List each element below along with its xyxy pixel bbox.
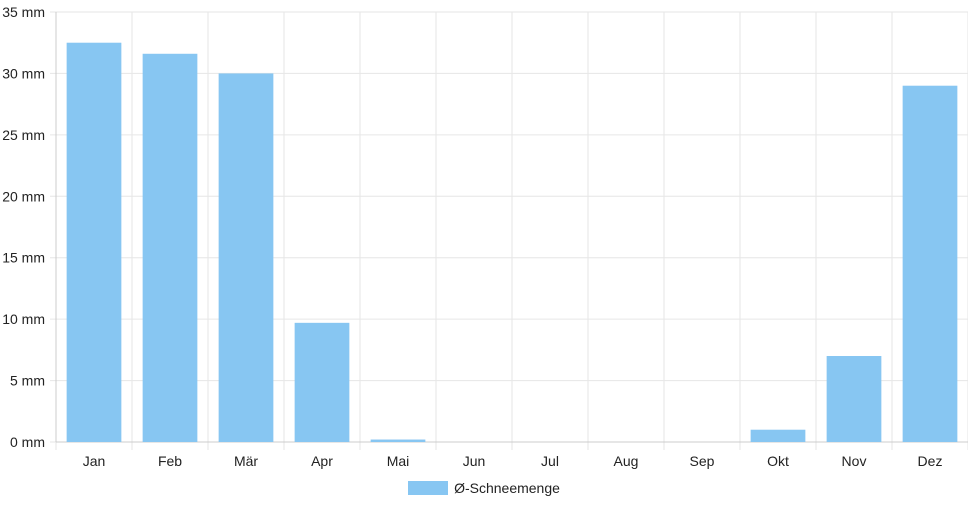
grid-layer (50, 11, 968, 450)
bar-layer (66, 42, 958, 443)
y-tick-label: 35 mm (2, 4, 45, 20)
bar (826, 356, 882, 442)
y-tick-label: 30 mm (2, 65, 45, 81)
bar (370, 439, 426, 442)
bar (902, 85, 958, 442)
bar (66, 42, 122, 442)
y-tick-label: 0 mm (10, 434, 45, 450)
legend-swatch (408, 481, 449, 495)
bar (294, 322, 350, 442)
x-tick-label: Jan (83, 453, 106, 469)
label-layer: 0 mm 5 mm 10 mm 15 mm 20 mm 25 mm 30 mm 35 mm Ja… (2, 4, 942, 469)
x-tick-label: Feb (158, 453, 182, 469)
y-tick-label: 5 mm (10, 373, 45, 389)
y-tick-label: 20 mm (2, 188, 45, 204)
x-tick-label: Dez (918, 453, 943, 469)
x-tick-label: Jul (541, 453, 559, 469)
y-tick-label: 25 mm (2, 127, 45, 143)
x-tick-label: Okt (767, 453, 789, 469)
bar (218, 73, 274, 442)
y-tick-label: 15 mm (2, 250, 45, 266)
legend-label: Ø-Schneemenge (454, 480, 560, 496)
legend[interactable]: Ø-Schneemenge (0, 480, 968, 496)
bar (750, 429, 806, 442)
x-tick-label: Nov (842, 453, 867, 469)
bar (142, 53, 198, 443)
bar-chart: 0 mm 5 mm 10 mm 15 mm 20 mm 25 mm 30 mm 35 mm Ja… (2, 4, 968, 469)
x-tick-label: Aug (614, 453, 639, 469)
x-tick-label: Mai (387, 453, 410, 469)
x-tick-label: Mär (234, 453, 258, 469)
x-tick-label: Apr (311, 453, 333, 469)
x-tick-label: Sep (690, 453, 715, 469)
x-tick-label: Jun (463, 453, 486, 469)
y-tick-label: 10 mm (2, 311, 45, 327)
